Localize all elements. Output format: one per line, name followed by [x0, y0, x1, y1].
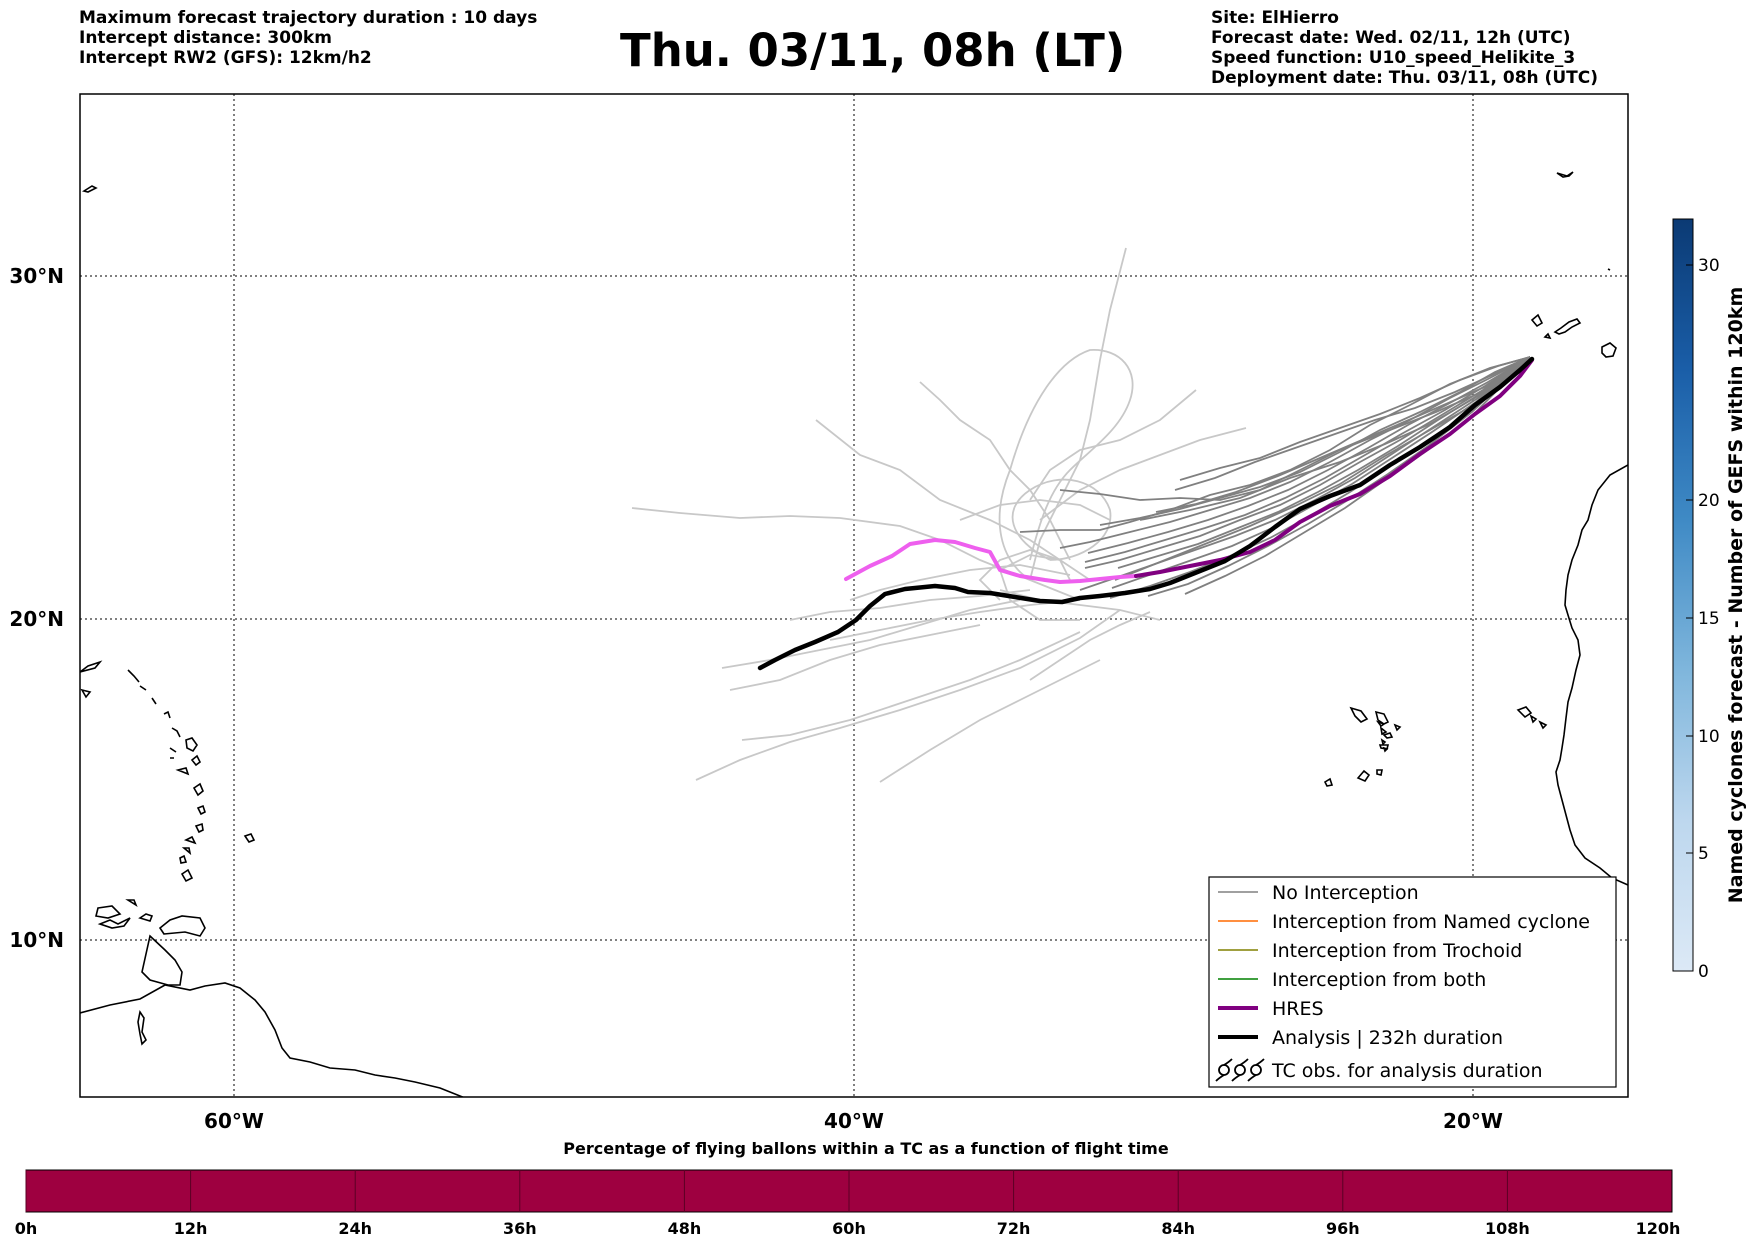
- run-parameters: Maximum forecast trajectory duration : 1…: [79, 8, 537, 68]
- percentage-bar-hour-ticks: [25, 1170, 1508, 1212]
- hres-trajectory: [844, 358, 1534, 584]
- bar-tick-48h: 48h: [668, 1219, 702, 1238]
- colorbar-tick-10: 10: [1698, 727, 1720, 747]
- colorbar-tick-30: 30: [1698, 256, 1720, 276]
- bar-tick-84h: 84h: [1161, 1219, 1195, 1238]
- colorbar-tick-20: 20: [1698, 491, 1720, 511]
- bar-tick-60h: 60h: [832, 1219, 866, 1238]
- coastlines: [80, 171, 1628, 1097]
- legend: No Interception Interception from Named …: [1208, 876, 1617, 1088]
- lon-label-20w: 20°W: [1443, 1109, 1503, 1133]
- lesser-antilles: [80, 660, 190, 776]
- colorbar-tick-15: 15: [1698, 609, 1720, 629]
- lat-label-20n: 20°N: [9, 607, 64, 631]
- colorbar-tick-5: 5: [1698, 844, 1709, 864]
- cyclone-symbols-icon: [1215, 1058, 1265, 1082]
- percentage-bar: Percentage of flying ballons within a TC…: [15, 1139, 1681, 1238]
- colorbar-label: Named cyclones forecast - Number of GEFS…: [1725, 287, 1747, 904]
- speed-function-text: Speed function: U10_speed_Helikite_3: [1211, 48, 1576, 68]
- legend-label-hres: HRES: [1272, 998, 1324, 1020]
- ensemble-trajectories-faint: [631, 247, 1247, 783]
- bermuda-islet: [81, 185, 98, 193]
- bar-tick-24h: 24h: [338, 1219, 372, 1238]
- legend-label-no-interception: No Interception: [1272, 882, 1419, 904]
- africa-coast: [1555, 464, 1628, 886]
- legend-label-trochoid: Interception from Trochoid: [1272, 940, 1522, 962]
- south-america-coast: [80, 982, 465, 1097]
- cape-verde-islands: [1323, 706, 1548, 787]
- bar-tick-96h: 96h: [1326, 1219, 1360, 1238]
- intercept-distance-text: Intercept distance: 300km: [79, 28, 332, 48]
- intercept-rw2-text: Intercept RW2 (GFS): 12km/h2: [79, 48, 372, 68]
- hres-trajectory-dark: [1134, 358, 1534, 578]
- hres-trajectory-light: [844, 538, 1138, 584]
- caribbean-coast-islands: [95, 899, 206, 1046]
- legend-label-both: Interception from both: [1272, 969, 1486, 991]
- cyclone-count-colorbar: 0 5 10 15 20 30 Named cyclones forecast …: [1672, 218, 1747, 982]
- antilles-chain: [179, 737, 256, 883]
- bar-tick-72h: 72h: [997, 1219, 1031, 1238]
- legend-label-named-cyclone: Interception from Named cyclone: [1272, 911, 1590, 933]
- forecast-date-text: Forecast date: Wed. 02/11, 12h (UTC): [1211, 28, 1571, 48]
- colorbar-tick-0: 0: [1698, 962, 1709, 982]
- lat-label-10n: 10°N: [9, 928, 64, 952]
- bar-tick-108h: 108h: [1485, 1219, 1530, 1238]
- page-title: Thu. 03/11, 08h (LT): [620, 24, 1126, 77]
- canary-islands: [1530, 313, 1617, 358]
- lon-label-40w: 40°W: [824, 1109, 884, 1133]
- legend-label-analysis: Analysis | 232h duration: [1272, 1027, 1503, 1049]
- bar-tick-36h: 36h: [503, 1219, 537, 1238]
- site-text: Site: ElHierro: [1211, 8, 1339, 28]
- percentage-bar-title: Percentage of flying ballons within a TC…: [563, 1139, 1169, 1158]
- bar-tick-120h: 120h: [1636, 1219, 1681, 1238]
- bar-tick-0h: 0h: [15, 1219, 38, 1238]
- colorbar-gradient: [1672, 218, 1694, 972]
- madeira-dot: [1607, 268, 1611, 271]
- map-axis-labels: 60°W 40°W 20°W 30°N 20°N 10°N: [9, 264, 1503, 1133]
- iberia-islet: [1556, 171, 1574, 178]
- legend-box: [1208, 876, 1617, 1088]
- bar-tick-12h: 12h: [174, 1219, 208, 1238]
- legend-label-tc-obs: TC obs. for analysis duration: [1271, 1060, 1543, 1082]
- deployment-date-text: Deployment date: Thu. 03/11, 08h (UTC): [1211, 68, 1598, 88]
- lat-label-30n: 30°N: [9, 264, 64, 288]
- max-duration-text: Maximum forecast trajectory duration : 1…: [79, 8, 538, 28]
- lon-label-60w: 60°W: [204, 1109, 264, 1133]
- analysis-trajectory: [757, 356, 1535, 671]
- forecast-info: Site: ElHierro Forecast date: Wed. 02/11…: [1211, 8, 1598, 88]
